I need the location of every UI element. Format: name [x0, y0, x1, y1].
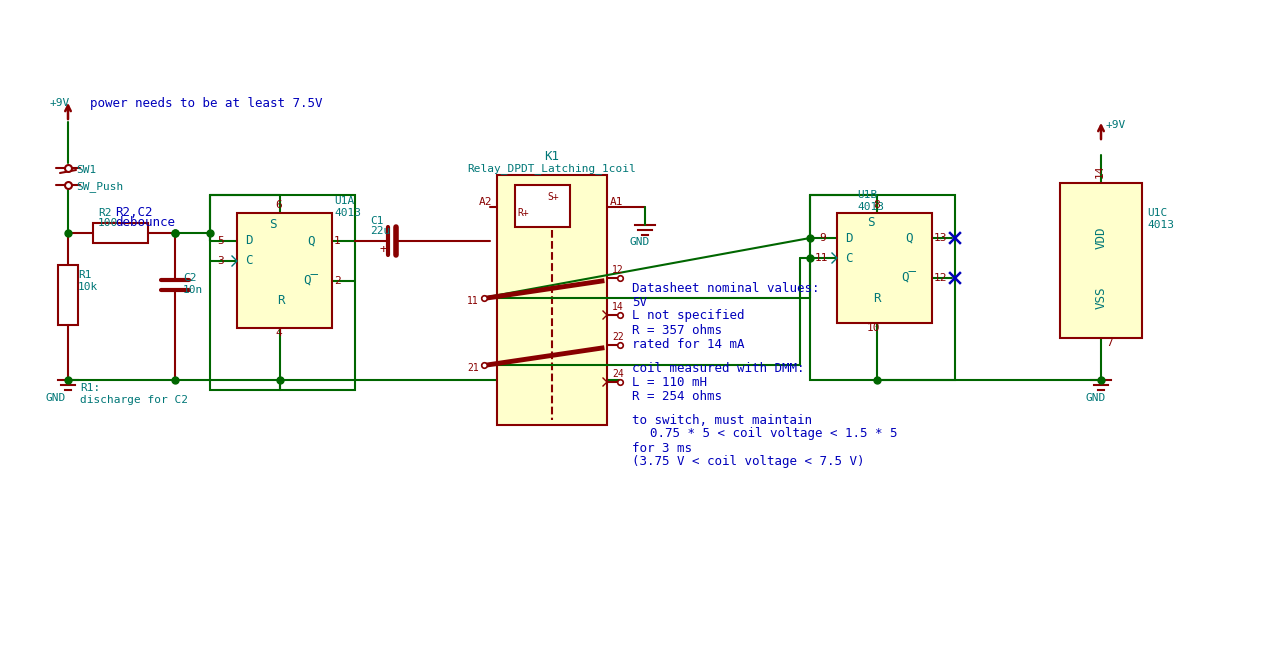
Text: S+: S+	[547, 192, 559, 202]
Text: Relay_DPDT_Latching_1coil: Relay_DPDT_Latching_1coil	[468, 163, 637, 175]
Bar	[497, 175, 608, 425]
Text: VSS: VSS	[1094, 287, 1107, 309]
Text: 5: 5	[217, 236, 224, 246]
Bar	[236, 213, 332, 328]
Text: K1: K1	[544, 151, 559, 163]
Bar	[838, 213, 932, 323]
Text: 9: 9	[819, 233, 826, 243]
Text: +9V: +9V	[1106, 120, 1126, 130]
Text: GND: GND	[44, 393, 65, 403]
Text: coil measured with DMM:: coil measured with DMM:	[632, 362, 805, 375]
Text: (3.75 V < coil voltage < 7.5 V): (3.75 V < coil voltage < 7.5 V)	[632, 455, 864, 469]
Text: 2: 2	[334, 276, 341, 286]
Text: 7: 7	[1106, 338, 1112, 348]
Text: U1A: U1A	[334, 196, 355, 206]
Text: 14: 14	[613, 302, 624, 312]
Text: Q̅: Q̅	[302, 274, 318, 288]
Bar	[58, 265, 78, 325]
Text: discharge for C2: discharge for C2	[80, 395, 188, 405]
Text: A1: A1	[610, 197, 624, 207]
Text: Q: Q	[308, 235, 314, 247]
Text: 22: 22	[613, 332, 624, 342]
Text: GND: GND	[630, 237, 651, 247]
Bar	[810, 195, 955, 380]
Text: R2,C2: R2,C2	[114, 206, 153, 219]
Text: 21: 21	[466, 363, 479, 373]
Text: 5V: 5V	[632, 295, 647, 309]
Text: 22u: 22u	[370, 226, 390, 236]
Text: L = 110 mH: L = 110 mH	[632, 375, 707, 389]
Text: S: S	[269, 219, 277, 231]
Bar	[515, 185, 569, 227]
Text: 10n: 10n	[183, 285, 203, 295]
Text: SW1: SW1	[76, 165, 97, 175]
Text: A2: A2	[479, 197, 492, 207]
Bar	[93, 223, 147, 243]
Text: 12: 12	[934, 273, 947, 283]
Text: 8: 8	[873, 200, 880, 210]
Text: C1: C1	[370, 216, 384, 226]
Text: D: D	[245, 235, 253, 247]
Text: R+: R+	[517, 208, 529, 218]
Text: R = 357 ohms: R = 357 ohms	[632, 323, 722, 336]
Text: 100: 100	[98, 218, 118, 228]
Text: S: S	[867, 217, 874, 229]
Text: U1C: U1C	[1146, 208, 1167, 218]
Text: for 3 ms: for 3 ms	[632, 442, 691, 455]
Text: 13: 13	[934, 233, 947, 243]
Text: 10: 10	[867, 323, 881, 333]
Text: power needs to be at least 7.5V: power needs to be at least 7.5V	[90, 97, 323, 110]
Text: L not specified: L not specified	[632, 309, 745, 323]
Text: VDD: VDD	[1094, 227, 1107, 249]
Text: U1B: U1B	[857, 190, 877, 200]
Text: GND: GND	[1085, 393, 1106, 403]
Text: 10k: 10k	[78, 282, 98, 292]
Text: 12: 12	[613, 265, 624, 275]
Text: R1:: R1:	[80, 383, 100, 393]
Text: rated for 14 mA: rated for 14 mA	[632, 338, 745, 350]
Bar	[210, 195, 355, 390]
Text: 14: 14	[1096, 164, 1104, 178]
Text: 6: 6	[275, 200, 282, 210]
Text: 3: 3	[217, 256, 224, 266]
Text: +9V: +9V	[50, 98, 70, 108]
Text: to switch, must maintain: to switch, must maintain	[632, 414, 812, 426]
Text: 4013: 4013	[334, 208, 361, 218]
Text: 4013: 4013	[1146, 220, 1174, 230]
Text: SW_Push: SW_Push	[76, 182, 123, 192]
Text: 24: 24	[613, 369, 624, 379]
Text: C2: C2	[183, 273, 197, 283]
Text: Q: Q	[905, 231, 913, 245]
Text: +: +	[380, 243, 388, 256]
Text: debounce: debounce	[114, 217, 175, 229]
Text: R: R	[277, 295, 285, 307]
Text: 11: 11	[815, 253, 829, 263]
Text: 11: 11	[466, 296, 479, 306]
Text: C: C	[245, 254, 253, 268]
Text: 4013: 4013	[857, 202, 885, 212]
Text: R: R	[873, 292, 881, 305]
Bar	[1060, 183, 1143, 338]
Text: D: D	[845, 231, 853, 245]
Text: R = 254 ohms: R = 254 ohms	[632, 389, 722, 403]
Text: 0.75 * 5 < coil voltage < 1.5 * 5: 0.75 * 5 < coil voltage < 1.5 * 5	[649, 428, 897, 440]
Text: 4: 4	[275, 328, 282, 338]
Text: C: C	[845, 251, 853, 264]
Text: R2: R2	[98, 208, 112, 218]
Text: 1: 1	[334, 236, 341, 246]
Text: Datasheet nominal values:: Datasheet nominal values:	[632, 282, 820, 295]
Text: R1: R1	[78, 270, 92, 280]
Text: Q̅: Q̅	[901, 272, 916, 284]
